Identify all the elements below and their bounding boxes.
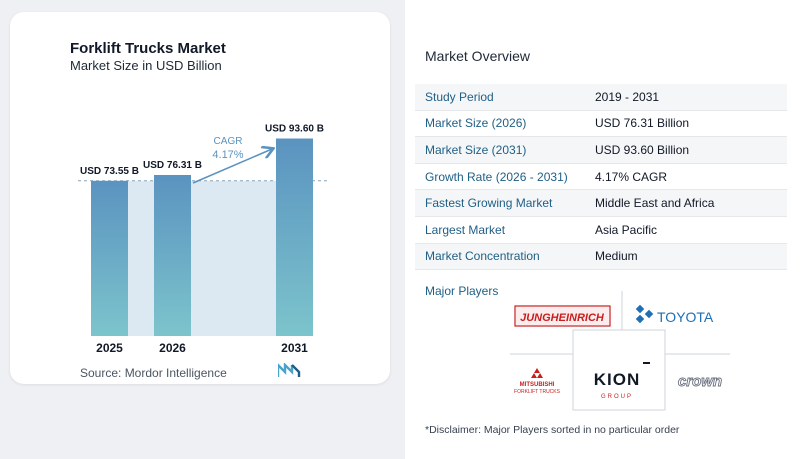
cagr-value: 4.17% [212, 149, 243, 161]
overview-value: USD 76.31 Billion [595, 116, 690, 131]
crown-logo-icon: crown [677, 373, 722, 391]
overview-title: Market Overview [425, 48, 531, 64]
mitsubishi-subtext: FORKLIFT TRUCKS [514, 389, 561, 395]
overview-row: Fastest Growing Market Middle East and A… [415, 190, 787, 217]
bar-2025 [91, 180, 128, 336]
overview-table: Study Period 2019 - 2031 Market Size (20… [415, 84, 787, 271]
x-tick-label: 2026 [159, 341, 186, 355]
value-label: USD 76.31 B [143, 160, 202, 171]
overview-value: 4.17% CAGR [595, 169, 668, 184]
overview-value: USD 93.60 Billion [595, 142, 690, 157]
bar-2026 [154, 174, 191, 336]
bar-chart: USD 73.55 B 2025 USD 76.31 B 2026 USD 93.60 … [78, 124, 328, 355]
x-tick-label: 2031 [281, 341, 308, 355]
jungheinrich-logo-icon: JUNGHEINRICH [514, 305, 611, 327]
overview-row: Study Period 2019 - 2031 [415, 84, 787, 111]
kion-box [572, 329, 666, 411]
overview-value: 2019 - 2031 [595, 89, 660, 104]
overview-row: Market Concentration Medium [415, 243, 787, 271]
overview-label: Market Size (2031) [425, 142, 527, 157]
overview-label: Largest Market [425, 222, 506, 237]
overview-row: Largest Market Asia Pacific [415, 217, 787, 244]
kion-logo-icon: KION GROUP [594, 362, 650, 400]
chart-subtitle: Market Size in USD Billion [70, 58, 222, 73]
jungheinrich-text: JUNGHEINRICH [520, 312, 605, 324]
mitsubishi-text: MITSUBISHI [520, 382, 555, 388]
overview-row: Growth Rate (2026 - 2031) 4.17% CAGR [415, 164, 787, 191]
players-title: Major Players [425, 284, 499, 298]
mitsubishi-logo-icon: MITSUBISHI FORKLIFT TRUCKS [514, 368, 561, 395]
kion-text: KION [594, 370, 641, 389]
value-label: USD 93.60 B [265, 124, 324, 135]
value-label: USD 73.55 B [80, 166, 139, 177]
overview-row: Market Size (2026) USD 76.31 Billion [415, 111, 787, 138]
toyota-logo-icon: TOYOTA [635, 304, 714, 325]
disclaimer-text: *Disclaimer: Major Players sorted in no … [425, 424, 680, 436]
mordor-logo-icon [278, 363, 301, 377]
overview-label: Growth Rate (2026 - 2031) [425, 169, 568, 184]
kion-subtext: GROUP [601, 394, 633, 400]
toyota-text: TOYOTA [657, 309, 714, 325]
overview-label: Market Concentration [425, 249, 540, 264]
crown-text: crown [678, 373, 722, 390]
cagr-label: CAGR [214, 136, 243, 147]
overview-value: Medium [595, 249, 638, 264]
overview-row: Market Size (2031) USD 93.60 Billion [415, 137, 787, 164]
overview-panel: Market Overview Study Period 2019 - 2031… [405, 0, 800, 459]
players-grid: JUNGHEINRICH TOYOTA MITSUBISHI FORKLIFT … [510, 291, 730, 411]
overview-value: Middle East and Africa [595, 196, 715, 211]
overview-value: Asia Pacific [595, 222, 658, 237]
overview-label: Market Size (2026) [425, 116, 527, 131]
overview-label: Fastest Growing Market [425, 196, 553, 211]
overview-label: Study Period [425, 89, 494, 104]
x-tick-label: 2025 [96, 341, 123, 355]
source-text: Source: Mordor Intelligence [80, 366, 227, 380]
chart-title: Forklift Trucks Market [70, 40, 226, 57]
cagr-arrow [192, 149, 272, 184]
bar-2031 [276, 138, 313, 336]
